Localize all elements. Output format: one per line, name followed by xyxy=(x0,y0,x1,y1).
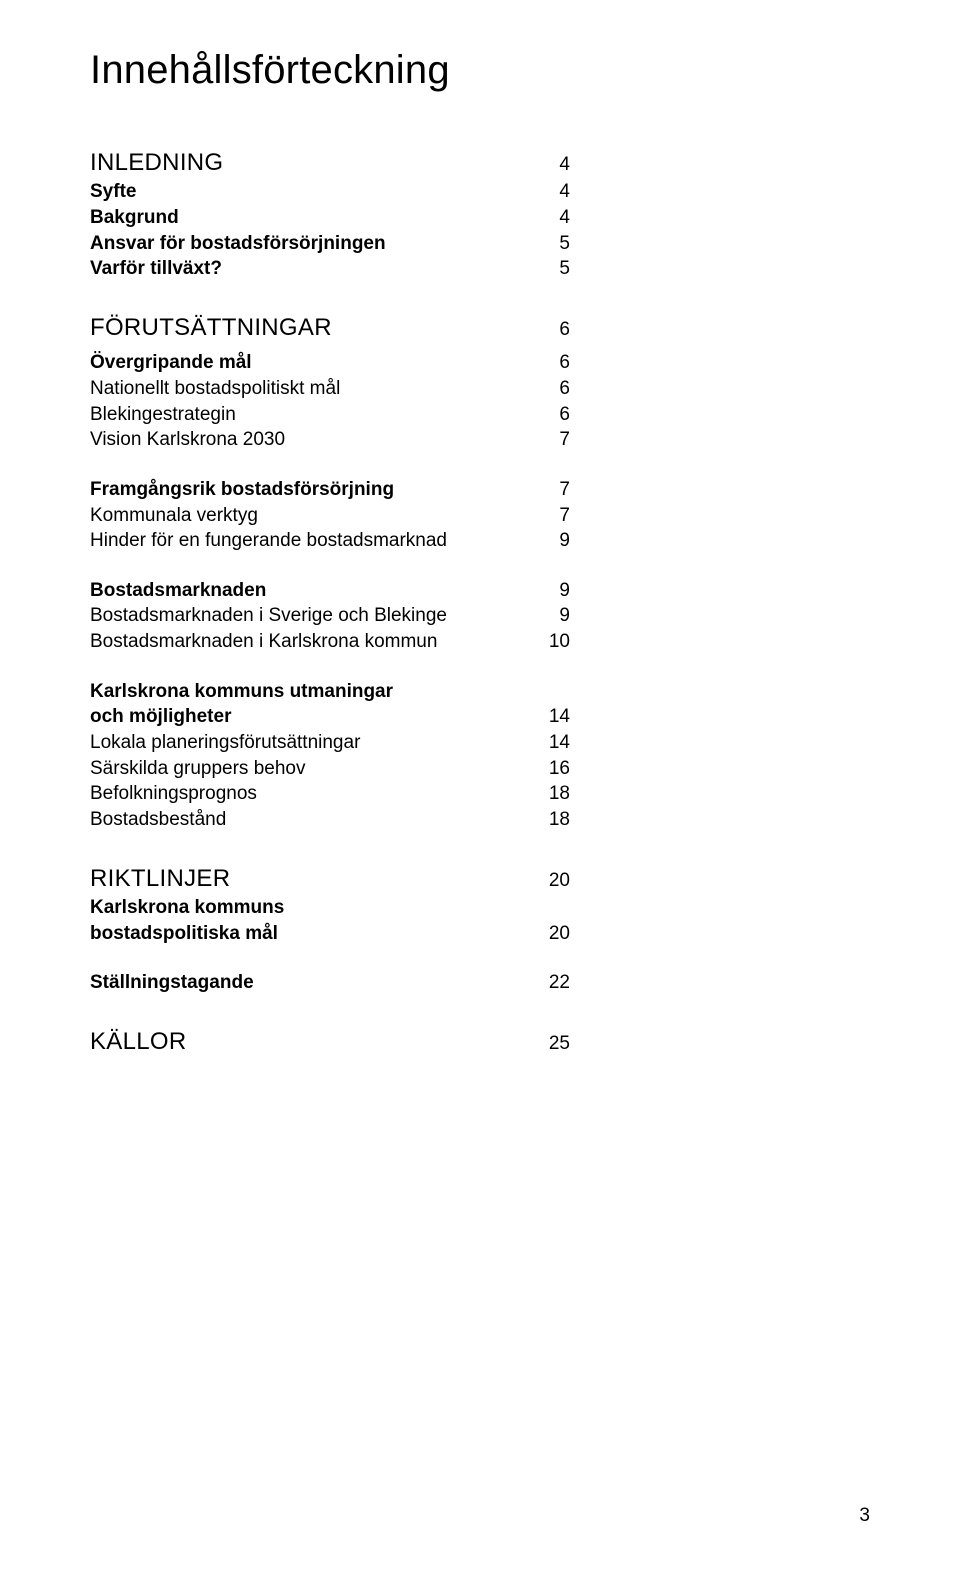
toc-page: 4 xyxy=(559,179,570,205)
toc-label: Bostadsmarknaden xyxy=(90,578,266,604)
toc-item: Vision Karlskrona 2030 7 xyxy=(90,427,570,453)
toc-item: Lokala planeringsförutsättningar 14 xyxy=(90,730,570,756)
toc-label: Ställningstagande xyxy=(90,970,254,996)
toc-page: 6 xyxy=(559,350,570,376)
toc-page: 4 xyxy=(559,205,570,231)
toc-label: Blekingestrategin xyxy=(90,402,236,428)
toc-item: Karlskrona kommuns xyxy=(90,895,570,921)
toc-item: Bostadsmarknaden 9 xyxy=(90,578,570,604)
section-label: RIKTLINJER xyxy=(90,863,230,895)
toc-label: Övergripande mål xyxy=(90,350,252,376)
toc-label: Syfte xyxy=(90,179,136,205)
toc-item: Kommunala verktyg 7 xyxy=(90,503,570,529)
toc-label: Hinder för en fungerande bostadsmarknad xyxy=(90,528,447,554)
toc-label: Karlskrona kommuns xyxy=(90,895,284,921)
toc-page: 10 xyxy=(549,629,570,655)
section-page: 25 xyxy=(549,1031,570,1057)
toc-page: 18 xyxy=(549,781,570,807)
toc-item: Särskilda gruppers behov 16 xyxy=(90,756,570,782)
toc-item: Ansvar för bostadsförsörjningen 5 xyxy=(90,231,570,257)
toc-item: Bostadsmarknaden i Karlskrona kommun 10 xyxy=(90,629,570,655)
toc-item: Befolkningsprognos 18 xyxy=(90,781,570,807)
section-page: 4 xyxy=(559,152,570,178)
toc-page: 7 xyxy=(559,427,570,453)
toc-item: Framgångsrik bostadsförsörjning 7 xyxy=(90,477,570,503)
section-head-riktlinjer: RIKTLINJER 20 xyxy=(90,863,570,895)
toc-page: 9 xyxy=(559,603,570,629)
toc-item: bostadspolitiska mål 20 xyxy=(90,921,570,947)
toc-item: Syfte 4 xyxy=(90,179,570,205)
toc-label: Bakgrund xyxy=(90,205,179,231)
toc-item: Bakgrund 4 xyxy=(90,205,570,231)
toc-item: och möjligheter 14 xyxy=(90,704,570,730)
toc-page: 14 xyxy=(549,704,570,730)
toc-item: Övergripande mål 6 xyxy=(90,350,570,376)
toc-item: Bostadsmarknaden i Sverige och Blekinge … xyxy=(90,603,570,629)
toc-label: Bostadsmarknaden i Sverige och Blekinge xyxy=(90,603,447,629)
toc-label: Bostadsmarknaden i Karlskrona kommun xyxy=(90,629,437,655)
toc-page: 18 xyxy=(549,807,570,833)
toc-label: Bostadsbestånd xyxy=(90,807,226,833)
toc-page: 22 xyxy=(549,970,570,996)
toc-item: Blekingestrategin 6 xyxy=(90,402,570,428)
toc-page: 14 xyxy=(549,730,570,756)
toc-page: 7 xyxy=(559,503,570,529)
section-label: KÄLLOR xyxy=(90,1026,187,1058)
toc-item: Varför tillväxt? 5 xyxy=(90,256,570,282)
toc-label: Karlskrona kommuns utmaningar xyxy=(90,679,393,705)
section-head-kallor: KÄLLOR 25 xyxy=(90,1026,570,1058)
section-label: INLEDNING xyxy=(90,147,223,179)
toc-page: 6 xyxy=(559,376,570,402)
toc-page: 16 xyxy=(549,756,570,782)
toc-page: 7 xyxy=(559,477,570,503)
toc-page: 20 xyxy=(549,921,570,947)
toc-item: Nationellt bostadspolitiskt mål 6 xyxy=(90,376,570,402)
section-label: FÖRUTSÄTTNINGAR xyxy=(90,312,332,344)
toc-page: 5 xyxy=(559,231,570,257)
toc-label: Framgångsrik bostadsförsörjning xyxy=(90,477,394,503)
toc-item: Karlskrona kommuns utmaningar xyxy=(90,679,570,705)
toc-item: Ställningstagande 22 xyxy=(90,970,570,996)
toc-page: 9 xyxy=(559,578,570,604)
section-head-inledning: INLEDNING 4 xyxy=(90,147,570,179)
section-page: 20 xyxy=(549,868,570,894)
toc-label: Kommunala verktyg xyxy=(90,503,258,529)
toc-label: Nationellt bostadspolitiskt mål xyxy=(90,376,340,402)
toc-label: Ansvar för bostadsförsörjningen xyxy=(90,231,386,257)
toc-label: och möjligheter xyxy=(90,704,231,730)
toc-label: Vision Karlskrona 2030 xyxy=(90,427,285,453)
page-title: Innehållsförteckning xyxy=(90,48,870,93)
section-page: 6 xyxy=(559,317,570,343)
toc-page: 5 xyxy=(559,256,570,282)
toc-page: 9 xyxy=(559,528,570,554)
toc-item: Hinder för en fungerande bostadsmarknad … xyxy=(90,528,570,554)
page-number: 3 xyxy=(859,1505,870,1527)
toc-page: 6 xyxy=(559,402,570,428)
table-of-contents: INLEDNING 4 Syfte 4 Bakgrund 4 Ansvar fö… xyxy=(90,147,570,1058)
toc-label: Särskilda gruppers behov xyxy=(90,756,305,782)
section-head-forutsattningar: FÖRUTSÄTTNINGAR 6 xyxy=(90,312,570,344)
toc-item: Bostadsbestånd 18 xyxy=(90,807,570,833)
toc-label: Lokala planeringsförutsättningar xyxy=(90,730,360,756)
toc-label: bostadspolitiska mål xyxy=(90,921,278,947)
toc-label: Varför tillväxt? xyxy=(90,256,222,282)
toc-label: Befolkningsprognos xyxy=(90,781,257,807)
